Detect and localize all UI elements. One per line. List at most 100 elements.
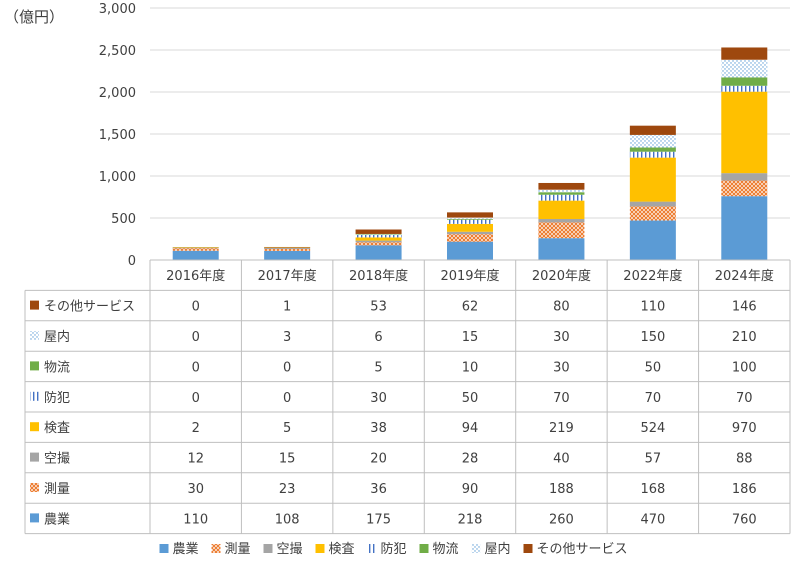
legend-swatch [523,544,533,553]
table-key-swatch [30,483,39,492]
bar-segment [447,241,493,260]
y-tick-label: 1,000 [99,170,136,185]
bar-segment [264,250,311,260]
x-tick-label: 2017年度 [258,268,317,284]
table-cell-value: 146 [732,300,757,315]
legend-label: 屋内 [485,541,511,557]
table-cell-value: 2 [192,421,200,436]
legend-label: 農業 [173,541,199,557]
table-cell-value: 28 [462,452,479,467]
table-cell-value: 5 [283,421,291,436]
bar-segment [355,242,402,246]
table-cell-value: 5 [374,360,382,375]
bar-segment [721,196,768,260]
bar-segment [172,248,219,251]
data-table: 2016年度 2017年度 2018年度 2019年度 2020年度 2022年度 2024… [24,259,791,535]
unit-label: （億円） [4,8,64,26]
table-cell-value: 30 [553,360,570,375]
table-cell-value: 0 [283,360,291,375]
table-cell-value: 88 [736,452,753,467]
bar-segment [538,192,585,195]
table-cell-value: 36 [370,482,387,497]
x-tick-label: 2024年度 [715,268,774,284]
bar-segment [172,247,219,248]
bar-segment [264,248,311,251]
table-cell-value: 0 [192,360,200,375]
bar-segment [721,173,768,181]
table-cell-value: 30 [370,391,387,406]
table-cell-value: 108 [275,512,300,527]
table-cell-value: 1 [283,300,291,315]
bar-segment [355,240,402,243]
bar-segment [538,200,585,220]
bar-segment [447,231,493,235]
bar-segment [721,59,768,78]
bar-segment [447,217,493,219]
table-cell-value: 94 [462,421,479,436]
table-key-swatch [30,513,39,523]
table-key-swatch [30,452,39,462]
bar-segment [629,157,676,202]
table-cell-value: 50 [645,360,662,375]
bar-segment [538,189,585,193]
table-row-label: 物流 [44,360,70,375]
bar-segment [538,182,585,190]
bar-segment [721,91,768,174]
y-tick-label: 0 [128,254,136,269]
table-row-label: 農業 [44,511,70,527]
bar-segment [721,180,768,197]
bar-segment [264,247,311,248]
table-cell-value: 20 [370,452,387,467]
table-row-label: 検査 [44,421,70,436]
table-cell-value: 186 [732,482,757,497]
bar-segment [629,151,676,158]
bar-segment [538,222,585,239]
bar-segment [629,125,676,135]
bar-segment [721,47,768,60]
y-tick-label: 1,500 [99,128,136,143]
table-cell-value: 80 [553,300,570,315]
bar-segment [629,220,676,260]
y-axis-ticks: 0 500 1,000 1,500 2,000 2,500 3,000 [99,2,136,269]
table-cell-value: 30 [553,330,570,345]
table-cell-value: 260 [549,512,574,527]
bar-segment [721,85,768,92]
x-tick-label: 2020年度 [532,268,591,284]
legend-swatch [367,544,377,553]
bar-segment [447,218,493,220]
legend-swatch [159,544,169,553]
bar-segment [355,229,402,234]
bar-segment [721,77,768,86]
legend-label: 検査 [329,542,355,557]
table-cell-value: 175 [366,512,391,527]
bar-segment [629,134,676,148]
table-cell-value: 62 [462,300,479,315]
table-key-swatch [30,361,39,371]
bar-segment [355,233,402,235]
table-row-label: 空撮 [44,451,70,467]
legend: 農業 測量 空撮 検査 防犯 物流 屋内 その他サービス [159,541,628,557]
x-tick-label: 2018年度 [349,268,408,284]
bars [172,47,768,260]
table-cell-value: 210 [732,330,757,345]
table-cell-value: 150 [640,330,665,345]
table-cell-value: 70 [553,391,570,406]
bar-segment [355,245,402,260]
bar-segment [629,201,676,207]
bar-segment [538,219,585,223]
bar-segment [264,247,311,249]
table-cell-value: 168 [640,482,665,497]
table-cell-value: 53 [370,300,387,315]
table-cell-value: 760 [732,512,757,527]
x-tick-label: 2022年度 [623,268,682,284]
table-cell-value: 12 [187,452,204,467]
bar-segment [355,237,402,241]
legend-swatch [315,544,325,553]
table-cell-value: 470 [640,512,665,527]
bar-segment [355,234,402,238]
table-row-label: 測量 [44,482,70,497]
table-cell-value: 50 [462,391,479,406]
table-key-swatch [30,391,39,401]
bar-segment [447,223,493,232]
